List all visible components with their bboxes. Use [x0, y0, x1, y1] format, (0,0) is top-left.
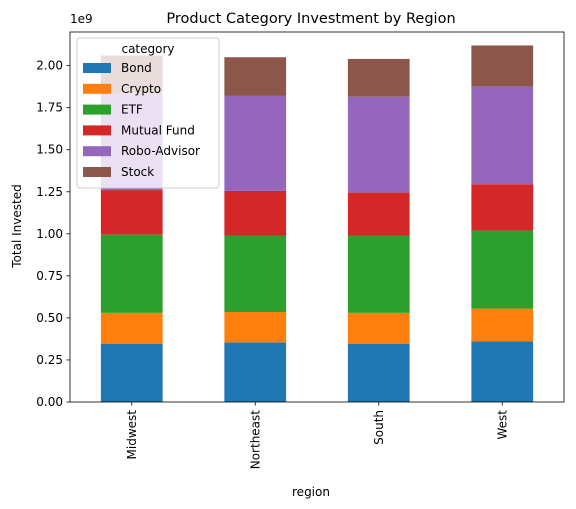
bar-west-bond — [471, 341, 534, 402]
y-axis-ticks: 0.00 0.25 0.50 0.75 1.00 1.25 1.50 1.75 2.00 — [36, 59, 70, 409]
bar-south-robo-advisor — [347, 96, 410, 193]
y-tick-label: 1.75 — [36, 101, 63, 115]
bar-midwest-etf — [100, 234, 163, 313]
legend-label-crypto: Crypto — [121, 82, 161, 96]
legend-swatch-robo-advisor — [83, 146, 111, 157]
bar-west-stock — [471, 45, 534, 87]
legend-label-stock: Stock — [121, 165, 154, 179]
y-tick-label: 0.75 — [36, 269, 63, 283]
bar-south-crypto — [347, 312, 410, 344]
bar-northeast-bond — [224, 342, 287, 402]
bar-south-etf — [347, 235, 410, 313]
bar-northeast-stock — [224, 57, 287, 96]
x-axis-label: region — [292, 485, 330, 499]
y-axis-offset-label: 1e9 — [70, 12, 93, 26]
x-tick-label-west: West — [495, 410, 509, 440]
legend-swatch-stock — [83, 167, 111, 177]
y-tick-label: 2.00 — [36, 59, 63, 73]
bar-west-mutual-fund — [471, 184, 534, 231]
bar-midwest-crypto — [100, 312, 163, 344]
legend-label-bond: Bond — [121, 61, 152, 75]
x-axis-ticks: Midwest Northeast South West — [125, 402, 509, 470]
legend-label-mutual-fund: Mutual Fund — [121, 123, 195, 137]
bar-west-etf — [471, 230, 534, 309]
y-axis-label: Total Invested — [10, 184, 24, 268]
legend-swatch-bond — [83, 63, 111, 73]
bar-west-robo-advisor — [471, 86, 534, 185]
y-tick-label: 0.50 — [36, 311, 63, 325]
bar-northeast-etf — [224, 235, 287, 313]
y-tick-label: 1.50 — [36, 143, 63, 157]
legend-label-etf: ETF — [121, 103, 143, 117]
legend-swatch-etf — [83, 104, 111, 115]
legend-title: category — [121, 42, 174, 56]
y-tick-label: 1.25 — [36, 185, 63, 199]
bar-northeast-robo-advisor — [224, 95, 287, 191]
bar-south-stock — [347, 58, 410, 97]
bar-south-mutual-fund — [347, 192, 410, 236]
chart-title: Product Category Investment by Region — [166, 11, 455, 27]
legend-swatch-mutual-fund — [83, 125, 111, 136]
x-tick-label-south: South — [372, 410, 386, 445]
y-tick-label: 0.25 — [36, 353, 63, 367]
bar-west-crypto — [471, 308, 534, 342]
x-tick-label-midwest: Midwest — [125, 410, 139, 460]
bar-northeast-mutual-fund — [224, 190, 287, 236]
legend-swatch-crypto — [83, 83, 111, 94]
bar-midwest-mutual-fund — [100, 190, 163, 235]
legend-box — [76, 37, 220, 189]
bar-south-bond — [347, 343, 410, 402]
x-tick-label-northeast: Northeast — [248, 410, 262, 470]
plot-frame — [69, 31, 565, 403]
bar-segments — [100, 45, 534, 402]
bar-midwest-bond — [100, 343, 163, 402]
y-tick-label: 1.00 — [36, 227, 63, 241]
y-tick-label: 0.00 — [36, 395, 63, 409]
legend-label-robo-advisor: Robo-Advisor — [121, 144, 200, 158]
bar-northeast-crypto — [224, 312, 287, 343]
legend: category Bond Crypto ETF Mutual Fund Robo-Adv… — [76, 37, 220, 189]
